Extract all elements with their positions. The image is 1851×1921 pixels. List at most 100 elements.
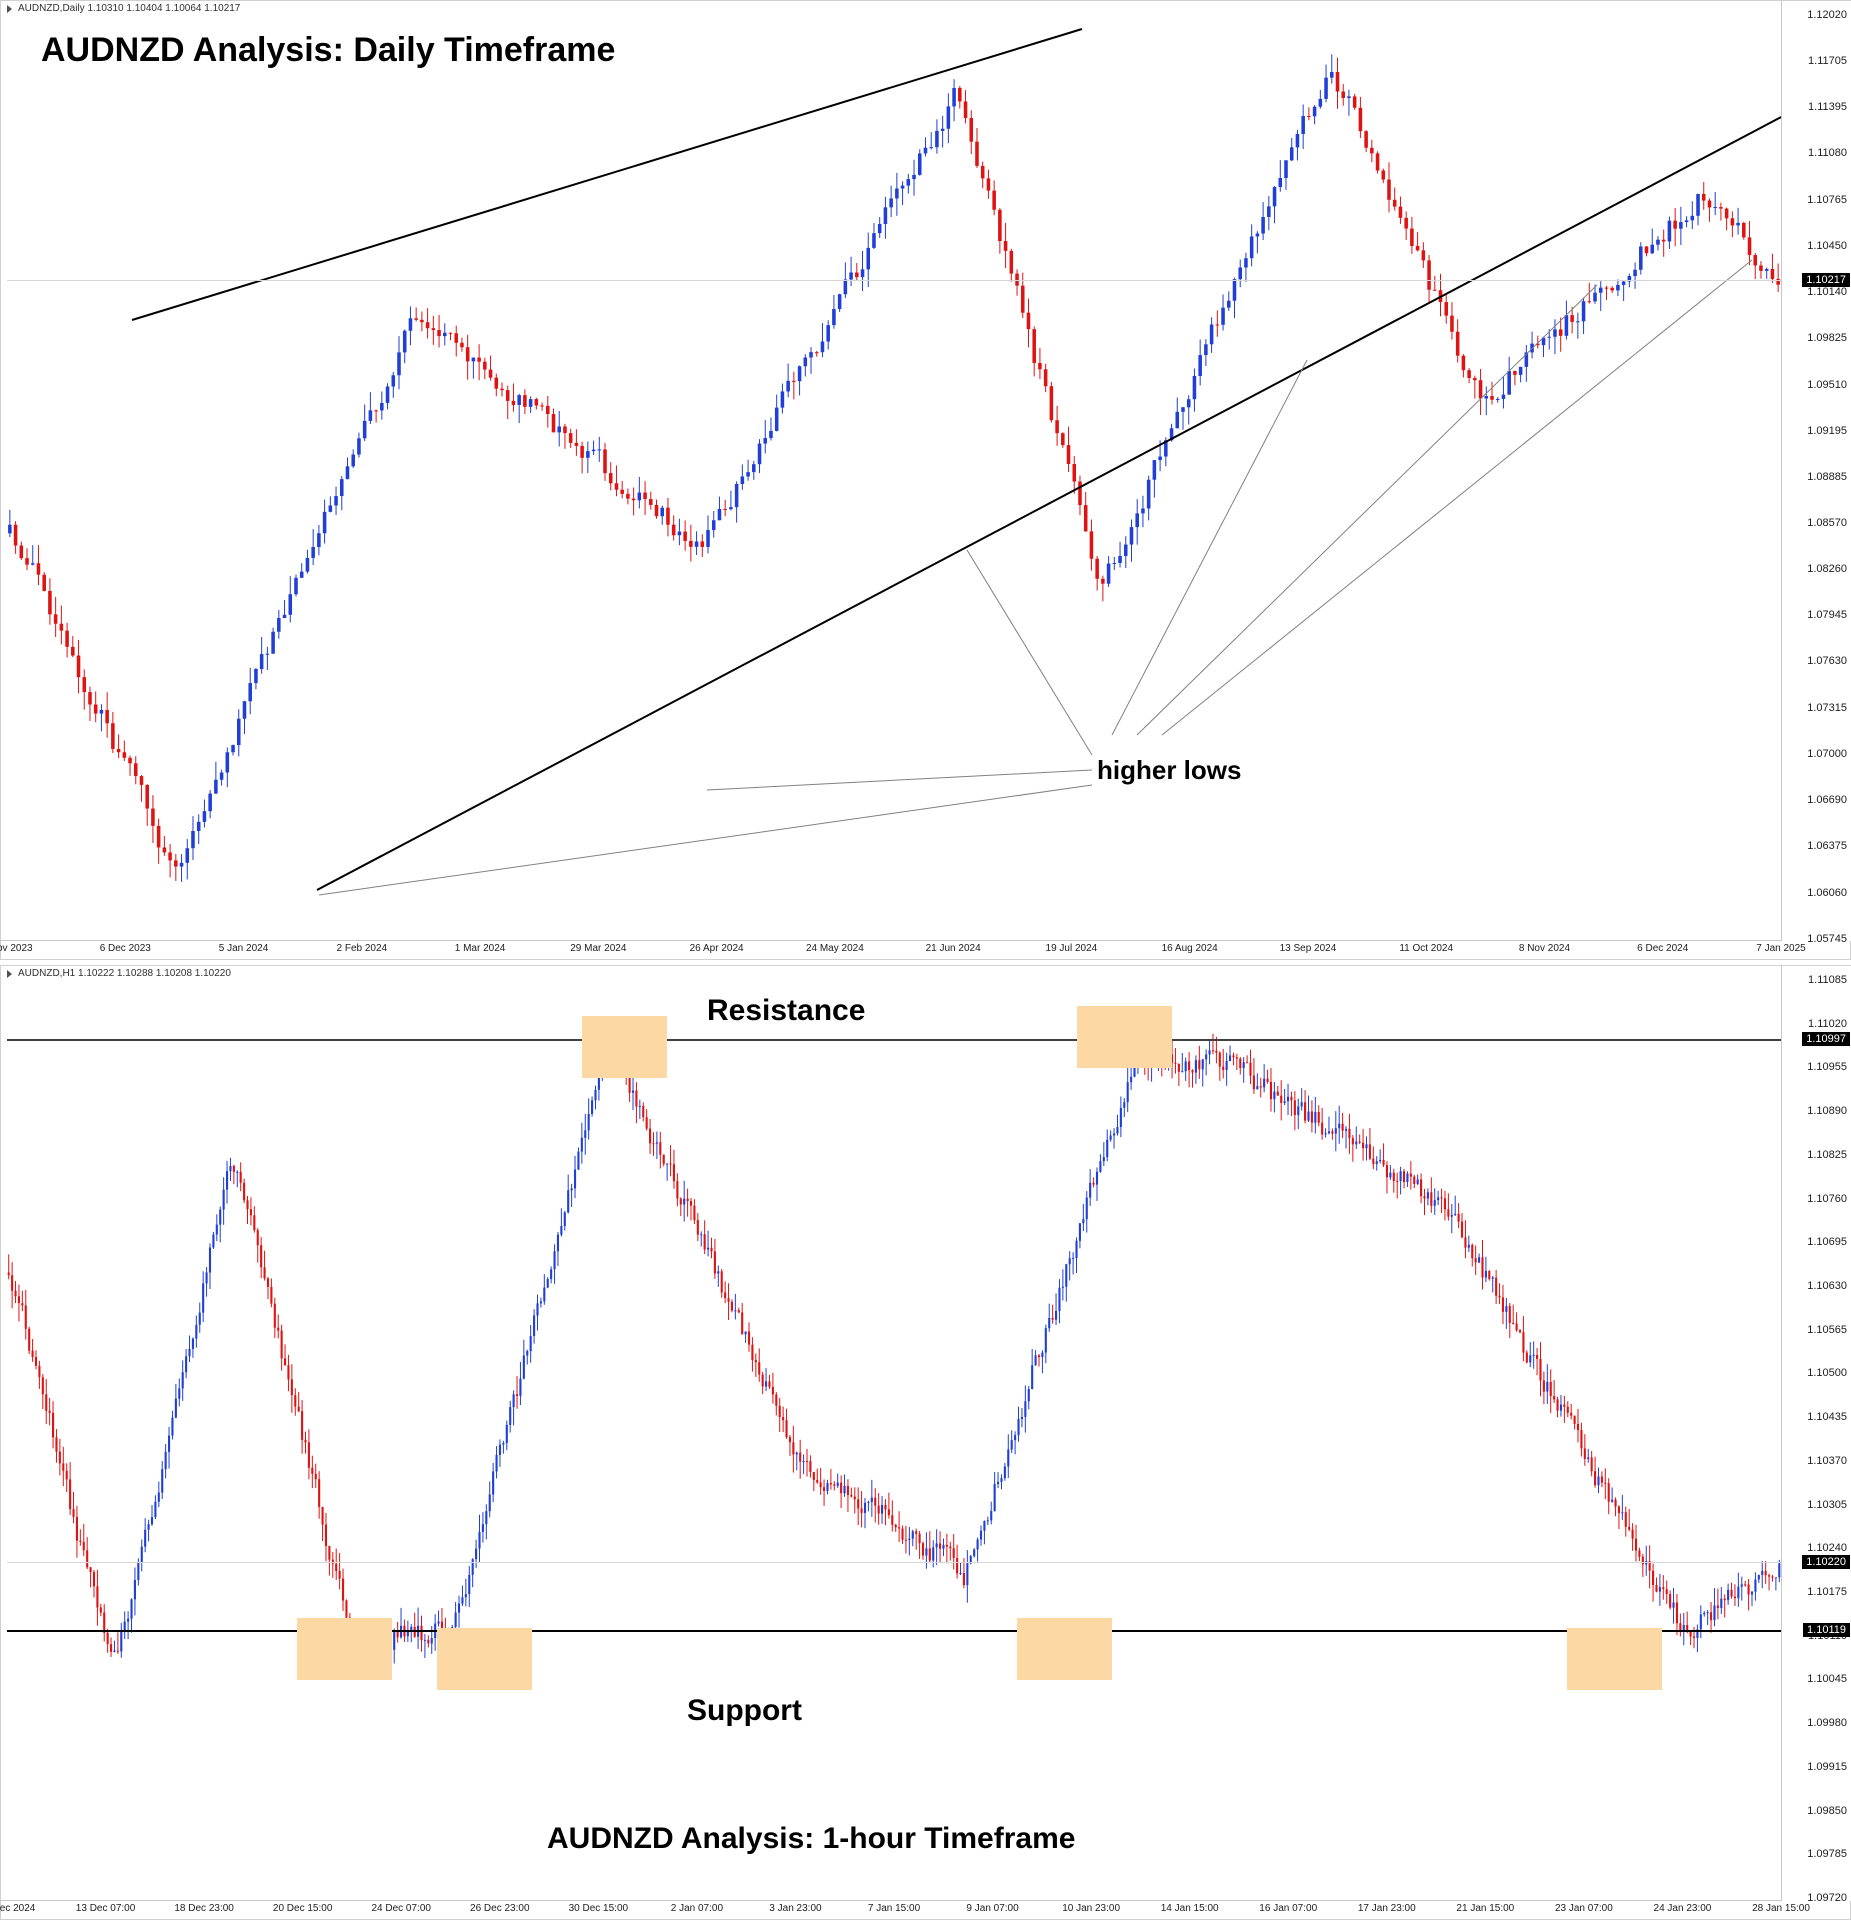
y-tick-label: 1.10045 — [1807, 1673, 1847, 1685]
y-tick-label: 1.09850 — [1807, 1805, 1847, 1817]
y-tick-label: 1.11705 — [1808, 55, 1847, 67]
highlight-zone — [582, 1016, 667, 1078]
chart-hourly: AUDNZD,H1 1.10222 1.10288 1.10208 1.1022… — [0, 965, 1851, 1920]
chart-daily: AUDNZD,Daily 1.10310 1.10404 1.10064 1.1… — [0, 0, 1851, 960]
x-tick-label: 11 Oct 2024 — [1399, 943, 1453, 954]
chart-title-annotation: AUDNZD Analysis: 1-hour Timeframe — [547, 1822, 1075, 1856]
highlight-zone — [297, 1618, 392, 1680]
y-axis: 1.110851.110201.109551.108901.108251.107… — [1781, 966, 1851, 1901]
chart-title-annotation: AUDNZD Analysis: Daily Timeframe — [41, 31, 615, 70]
y-tick-label: 1.07630 — [1807, 655, 1847, 667]
x-tick-label: 24 Jan 23:00 — [1654, 1903, 1712, 1914]
page-root: AUDNZD,Daily 1.10310 1.10404 1.10064 1.1… — [0, 0, 1851, 1920]
price-line — [7, 1630, 1781, 1632]
x-tick-label: 14 Jan 15:00 — [1161, 1903, 1219, 1914]
y-tick-label: 1.10175 — [1807, 1586, 1847, 1598]
x-tick-label: 1 Mar 2024 — [455, 943, 506, 954]
highlight-zone — [437, 1628, 532, 1690]
y-tick-label: 1.10450 — [1807, 240, 1847, 252]
chart-symbol-bar: AUDNZD,H1 1.10222 1.10288 1.10208 1.1022… — [7, 968, 231, 979]
highlight-zone — [1077, 1006, 1172, 1068]
x-tick-label: 21 Jun 2024 — [926, 943, 981, 954]
y-tick-label: 1.07315 — [1807, 702, 1847, 714]
y-tick-label: 1.10765 — [1807, 194, 1847, 206]
current-price-label: 1.10997 — [1802, 1032, 1850, 1046]
x-tick-label: 6 Dec 2024 — [1637, 943, 1688, 954]
x-axis: 13 Dec 202413 Dec 07:0018 Dec 23:0020 De… — [1, 1900, 1781, 1919]
x-tick-label: 24 Dec 07:00 — [371, 1903, 431, 1914]
x-axis: 8 Nov 2023 6 Dec 2023 5 Jan 2024 2 Feb 2024… — [1, 940, 1781, 959]
y-tick-label: 1.11080 — [1808, 147, 1847, 159]
expand-arrow-icon — [7, 970, 12, 978]
y-tick-label: 1.10140 — [1807, 286, 1847, 298]
y-tick-label: 1.07000 — [1807, 748, 1847, 760]
chart-symbol-text: AUDNZD,H1 1.10222 1.10288 1.10208 1.1022… — [18, 968, 231, 979]
x-tick-label: 2 Feb 2024 — [336, 943, 387, 954]
highlight-zone — [1017, 1618, 1112, 1680]
x-tick-label: 17 Jan 23:00 — [1358, 1903, 1416, 1914]
y-tick-label: 1.10500 — [1807, 1367, 1847, 1379]
y-tick-label: 1.09785 — [1807, 1848, 1847, 1860]
y-tick-label: 1.10630 — [1807, 1280, 1847, 1292]
y-tick-label: 1.06060 — [1807, 887, 1847, 899]
y-tick-label: 1.10240 — [1807, 1542, 1847, 1554]
y-tick-label: 1.10370 — [1807, 1455, 1847, 1467]
support-label: Support — [687, 1694, 802, 1728]
chart-symbol-bar: AUDNZD,Daily 1.10310 1.10404 1.10064 1.1… — [7, 3, 240, 14]
y-tick-label: 1.07945 — [1807, 609, 1847, 621]
x-tick-label: 10 Jan 23:00 — [1062, 1903, 1120, 1914]
y-tick-label: 1.09980 — [1807, 1717, 1847, 1729]
x-tick-label: 6 Dec 2023 — [100, 943, 151, 954]
candlestick-plot — [1, 966, 1851, 1921]
y-tick-label: 1.06690 — [1807, 794, 1847, 806]
x-tick-label: 19 Jul 2024 — [1046, 943, 1098, 954]
higher-lows-label: higher lows — [1097, 755, 1241, 786]
candlestick-plot — [1, 1, 1851, 961]
resistance-label: Resistance — [707, 994, 865, 1028]
highlight-zone — [1567, 1628, 1662, 1690]
x-tick-label: 26 Dec 23:00 — [470, 1903, 530, 1914]
x-tick-label: 26 Apr 2024 — [690, 943, 744, 954]
x-tick-label: 24 May 2024 — [806, 943, 864, 954]
x-tick-label: 7 Jan 15:00 — [868, 1903, 920, 1914]
y-axis: 1.120201.117051.113951.110801.107651.104… — [1781, 1, 1851, 941]
expand-arrow-icon — [7, 5, 12, 13]
x-tick-label: 8 Nov 2024 — [1519, 943, 1570, 954]
y-tick-label: 1.10435 — [1807, 1411, 1847, 1423]
x-tick-label: 8 Nov 2023 — [0, 943, 33, 954]
x-tick-label: 20 Dec 15:00 — [273, 1903, 333, 1914]
x-tick-label: 16 Jan 07:00 — [1259, 1903, 1317, 1914]
current-price-label: 1.10220 — [1802, 1555, 1850, 1569]
x-tick-label: 30 Dec 15:00 — [569, 1903, 629, 1914]
x-tick-label: 29 Mar 2024 — [570, 943, 626, 954]
y-tick-label: 1.10825 — [1807, 1149, 1847, 1161]
y-tick-label: 1.09720 — [1807, 1892, 1847, 1904]
y-tick-label: 1.09510 — [1807, 379, 1847, 391]
y-tick-label: 1.10955 — [1807, 1061, 1847, 1073]
y-tick-label: 1.09195 — [1807, 425, 1847, 437]
x-tick-label: 3 Jan 23:00 — [769, 1903, 821, 1914]
y-tick-label: 1.11085 — [1808, 974, 1847, 986]
x-tick-label: 2 Jan 07:00 — [671, 1903, 723, 1914]
y-tick-label: 1.10565 — [1807, 1324, 1847, 1336]
y-tick-label: 1.11020 — [1808, 1018, 1847, 1030]
y-tick-label: 1.09915 — [1807, 1761, 1847, 1773]
x-tick-label: 28 Jan 15:00 — [1752, 1903, 1810, 1914]
y-tick-label: 1.08260 — [1807, 563, 1847, 575]
price-line — [7, 1562, 1781, 1563]
x-tick-label: 13 Dec 2024 — [0, 1903, 35, 1914]
x-tick-label: 21 Jan 15:00 — [1456, 1903, 1514, 1914]
price-line — [7, 280, 1781, 281]
chart-symbol-text: AUDNZD,Daily 1.10310 1.10404 1.10064 1.1… — [18, 3, 240, 14]
x-tick-label: 13 Sep 2024 — [1280, 943, 1337, 954]
y-tick-label: 1.09825 — [1807, 332, 1847, 344]
y-tick-label: 1.08570 — [1807, 517, 1847, 529]
y-tick-label: 1.05745 — [1807, 933, 1847, 945]
price-line — [7, 1039, 1781, 1041]
x-tick-label: 23 Jan 07:00 — [1555, 1903, 1613, 1914]
x-tick-label: 7 Jan 2025 — [1756, 943, 1806, 954]
y-tick-label: 1.10305 — [1807, 1499, 1847, 1511]
x-tick-label: 5 Jan 2024 — [219, 943, 269, 954]
y-tick-label: 1.12020 — [1807, 9, 1847, 21]
y-tick-label: 1.10695 — [1807, 1236, 1847, 1248]
